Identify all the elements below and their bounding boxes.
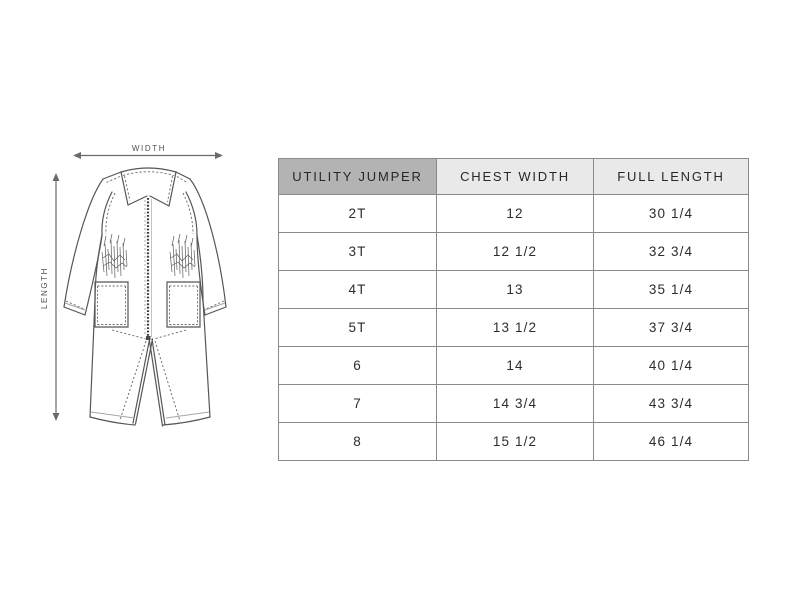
cell-full-length: 35 1/4: [593, 270, 749, 309]
shirring-right: [169, 233, 196, 279]
width-arrow: [73, 152, 223, 159]
col-header-size: UTILITY JUMPER: [278, 158, 437, 195]
cell-full-length: 43 3/4: [593, 384, 749, 423]
cell-full-length: 32 3/4: [593, 232, 749, 271]
length-dimension-label: LENGTH: [40, 266, 49, 310]
cell-full-length: 30 1/4: [593, 194, 749, 233]
utility-jumper-sketch: [52, 152, 227, 427]
table-row: 5T 13 1/2 37 3/4: [278, 308, 749, 347]
cell-size: 8: [278, 422, 437, 461]
pocket-left: [94, 281, 129, 328]
zipper: [144, 198, 152, 340]
cell-full-length: 46 1/4: [593, 422, 749, 461]
jumper-outline: [63, 167, 227, 427]
cell-size: 3T: [278, 232, 437, 271]
width-dimension-label: WIDTH: [131, 144, 167, 153]
cell-size: 4T: [278, 270, 437, 309]
cell-chest-width: 12 1/2: [436, 232, 594, 271]
table-row: 4T 13 35 1/4: [278, 270, 749, 309]
cell-chest-width: 14: [436, 346, 594, 385]
cell-chest-width: 14 3/4: [436, 384, 594, 423]
size-table: UTILITY JUMPER CHEST WIDTH FULL LENGTH 2…: [278, 158, 749, 461]
pockets: [94, 281, 201, 328]
cell-full-length: 40 1/4: [593, 346, 749, 385]
pocket-right: [166, 281, 201, 328]
col-header-full-length: FULL LENGTH: [593, 158, 749, 195]
cell-full-length: 37 3/4: [593, 308, 749, 347]
col-header-chest-width: CHEST WIDTH: [436, 158, 594, 195]
cell-chest-width: 13 1/2: [436, 308, 594, 347]
cell-chest-width: 12: [436, 194, 594, 233]
cell-chest-width: 13: [436, 270, 594, 309]
cell-size: 2T: [278, 194, 437, 233]
table-row: 6 14 40 1/4: [278, 346, 749, 385]
table-row: 3T 12 1/2 32 3/4: [278, 232, 749, 271]
cell-size: 5T: [278, 308, 437, 347]
zipper-stop: [146, 336, 151, 340]
cell-size: 6: [278, 346, 437, 385]
shirring-left: [101, 233, 128, 279]
length-arrow: [52, 173, 60, 421]
header-row: UTILITY JUMPER CHEST WIDTH FULL LENGTH: [278, 158, 749, 195]
cell-chest-width: 15 1/2: [436, 422, 594, 461]
table-row: 8 15 1/2 46 1/4: [278, 422, 749, 461]
garment-diagram: WIDTH LENGTH: [0, 0, 270, 480]
hem-lines: [64, 302, 226, 419]
cell-size: 7: [278, 384, 437, 423]
table-row: 2T 12 30 1/4: [278, 194, 749, 233]
table-row: 7 14 3/4 43 3/4: [278, 384, 749, 423]
stitch-details: [65, 171, 225, 422]
